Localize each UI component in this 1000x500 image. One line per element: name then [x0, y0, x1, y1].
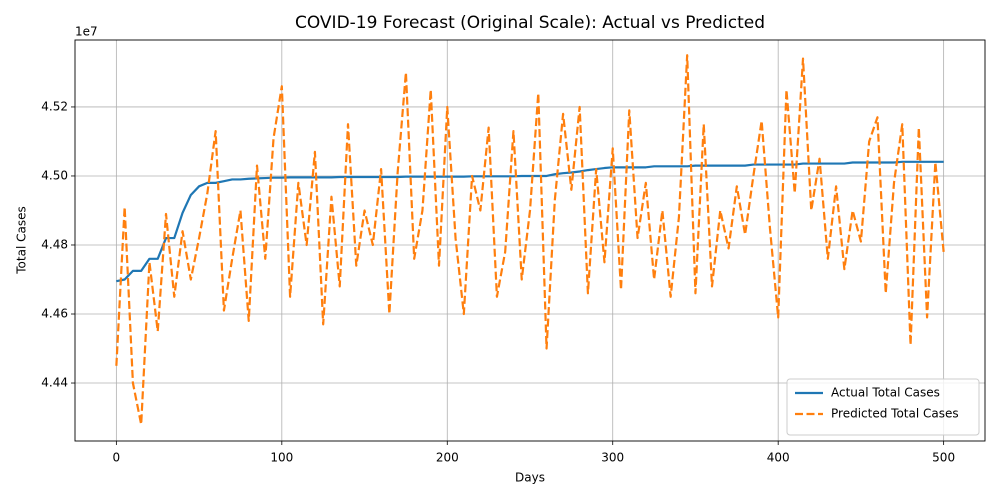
- legend-box: [786, 378, 980, 436]
- x-tick-label: 400: [767, 451, 790, 465]
- legend-label: Predicted Total Cases: [831, 407, 959, 421]
- x-tick-label: 0: [113, 451, 121, 465]
- series-line: [116, 160, 944, 283]
- y-tick-label: 4.50: [41, 168, 68, 182]
- chart-title: COVID-19 Forecast (Original Scale): Actu…: [295, 13, 765, 33]
- series-line: [115, 54, 945, 426]
- x-tick-label: 100: [270, 451, 293, 465]
- x-tick-label: 500: [932, 451, 955, 465]
- y-tick-label: 4.46: [41, 307, 68, 321]
- y-tick-label: 4.52: [41, 99, 68, 113]
- legend-label: Actual Total Cases: [831, 386, 940, 400]
- y-tick-label: 4.44: [41, 376, 68, 390]
- y-offset-label: 1e7: [75, 25, 98, 39]
- y-axis-label: Total Cases: [15, 206, 29, 274]
- x-axis-label: Days: [515, 471, 545, 485]
- x-tick-label: 200: [436, 451, 459, 465]
- x-tick-label: 300: [601, 451, 624, 465]
- y-tick-label: 4.48: [41, 237, 68, 251]
- plot-frame: [74, 39, 986, 442]
